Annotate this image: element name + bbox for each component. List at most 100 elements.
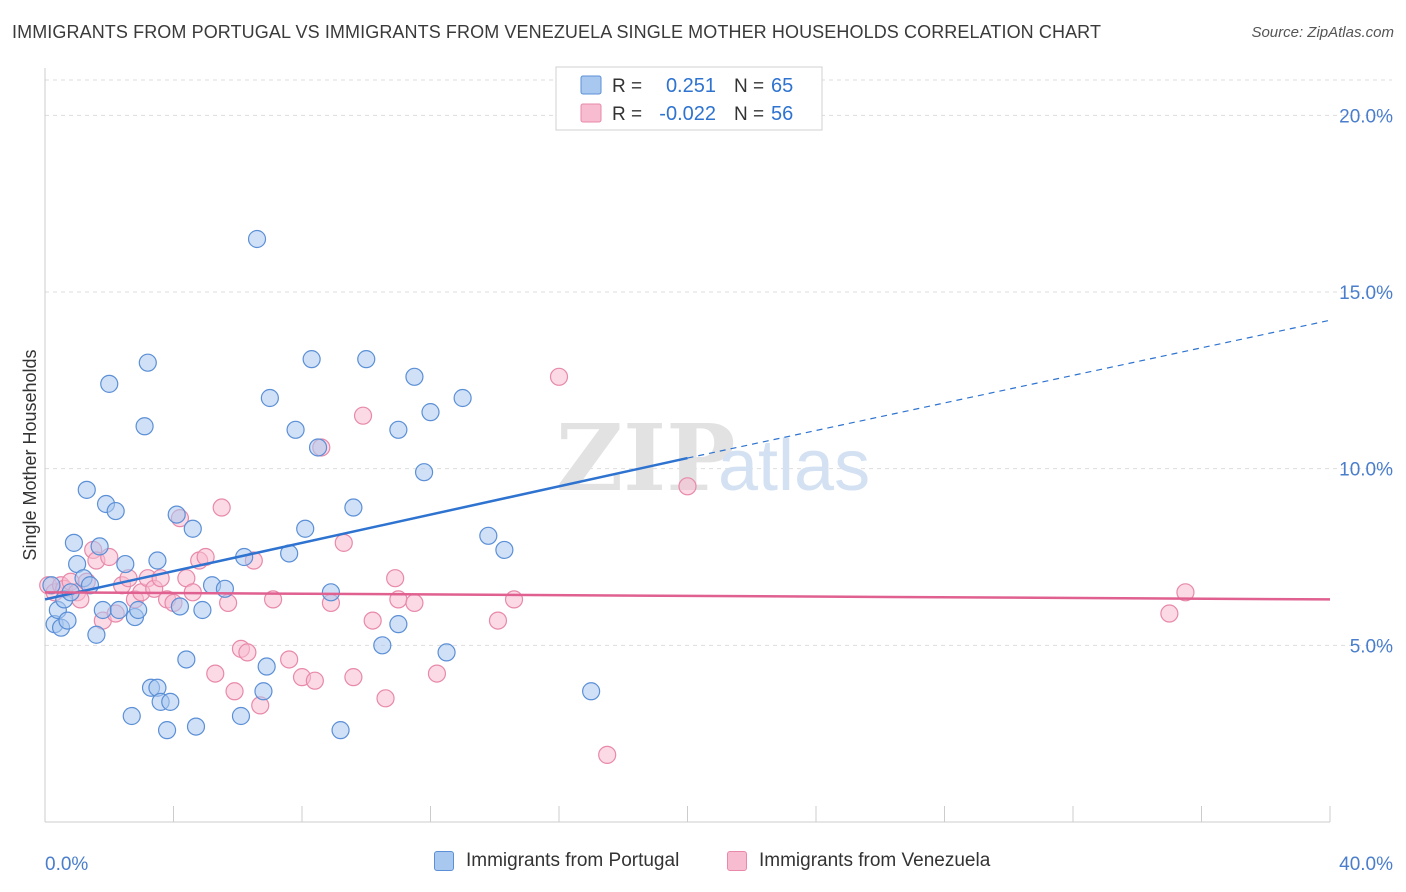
portugal-point — [373, 636, 392, 655]
portugal-point — [170, 597, 190, 616]
venezuela-point — [376, 689, 395, 708]
portugal-point — [260, 388, 279, 408]
venezuela-point — [212, 498, 231, 517]
venezuela-point — [427, 664, 447, 683]
portugal-point — [122, 706, 141, 726]
y-tick-label: 10.0% — [1339, 460, 1393, 481]
portugal-point — [302, 350, 321, 369]
portugal-trend-extension — [687, 319, 1331, 459]
venezuela-point — [405, 593, 424, 613]
venezuela-point — [504, 590, 524, 609]
venezuela-point — [280, 650, 299, 669]
portugal-point — [344, 498, 363, 517]
legend-r-value: 0.251 — [666, 75, 716, 97]
portugal-point — [296, 519, 315, 538]
portugal-point — [138, 353, 157, 372]
portugal-point — [414, 463, 434, 482]
watermark: ZIP atlas — [556, 404, 870, 512]
correlation-legend: R = 0.251 N = 65 R = -0.022 N = 56 — [555, 66, 823, 131]
venezuela-point — [1176, 583, 1195, 602]
portugal-point — [93, 600, 112, 620]
portugal-point — [286, 420, 305, 439]
portugal-point — [129, 600, 148, 620]
portugal-point — [308, 438, 328, 457]
portugal-point — [186, 717, 206, 736]
venezuela-point — [598, 745, 617, 764]
legend-label-portugal: Immigrants from Portugal — [466, 850, 680, 871]
portugal-point — [116, 554, 135, 574]
venezuela-point — [386, 569, 405, 588]
portugal-point — [582, 682, 601, 701]
venezuela-point — [263, 590, 283, 609]
venezuela-point — [1160, 604, 1179, 623]
venezuela-point — [225, 682, 244, 701]
portugal-point — [321, 583, 341, 602]
portugal-point — [389, 420, 408, 439]
venezuela-point — [238, 643, 257, 662]
portugal-points — [42, 229, 601, 740]
source-label: Source: ZipAtlas.com — [1251, 24, 1394, 41]
y-tick-label: 20.0% — [1339, 106, 1393, 127]
portugal-trend-line — [44, 456, 688, 601]
legend-item-venezuela[interactable]: Immigrants from Venezuela — [727, 850, 990, 872]
portugal-point — [161, 692, 180, 711]
portugal-point — [157, 721, 177, 740]
x-tick-label: 0.0% — [45, 854, 88, 875]
venezuela-point — [196, 547, 215, 567]
portugal-point — [405, 367, 424, 386]
portugal-point — [479, 526, 498, 545]
portugal-point — [183, 519, 202, 538]
portugal-point — [77, 480, 96, 499]
portugal-point — [64, 533, 84, 552]
legend-r-value: -0.022 — [659, 103, 716, 125]
y-tick-labels: 5.0% 10.0% 15.0% 20.0% — [1339, 106, 1393, 657]
x-tick-labels: 0.0% 40.0% — [45, 854, 1393, 875]
legend-r-label: R = — [612, 104, 642, 125]
portugal-point — [135, 417, 154, 436]
portugal-point — [247, 229, 267, 249]
venezuela-point — [344, 668, 363, 687]
y-tick-label: 5.0% — [1350, 636, 1393, 657]
portugal-point — [215, 579, 234, 598]
portugal-point — [331, 721, 350, 740]
legend-item-portugal[interactable]: Immigrants from Portugal — [434, 850, 679, 872]
venezuela-trend-line — [44, 591, 1331, 601]
watermark-atlas: atlas — [718, 426, 870, 506]
portugal-point — [87, 625, 106, 644]
portugal-point — [231, 706, 251, 726]
venezuela-point — [305, 671, 324, 690]
venezuela-point — [334, 533, 353, 552]
portugal-point — [453, 388, 472, 408]
legend-swatch-pink — [580, 103, 602, 123]
venezuela-point — [206, 664, 225, 683]
y-tick-label: 15.0% — [1339, 283, 1393, 304]
venezuela-point — [353, 406, 373, 425]
chart-title: IMMIGRANTS FROM PORTUGAL VS IMMIGRANTS F… — [12, 22, 1102, 42]
portugal-point — [357, 350, 376, 369]
legend-label-venezuela: Immigrants from Venezuela — [759, 850, 991, 871]
watermark-zip: ZIP — [556, 404, 735, 512]
venezuela-point — [678, 477, 697, 496]
portugal-point — [148, 551, 167, 570]
legend-n-label: N = — [734, 104, 764, 125]
portugal-point — [42, 576, 61, 595]
portugal-point — [100, 374, 119, 393]
y-axis-label: Single Mother Households — [20, 349, 40, 560]
x-tick-label: 40.0% — [1339, 854, 1393, 875]
legend-n-value: 56 — [771, 103, 793, 125]
portugal-point — [257, 657, 276, 676]
portugal-point — [254, 682, 273, 701]
portugal-point — [90, 537, 109, 556]
portugal-point — [106, 501, 125, 521]
legend-r-label: R = — [612, 76, 642, 97]
legend-n-value: 65 — [771, 75, 793, 97]
portugal-point — [167, 505, 186, 524]
portugal-point — [193, 600, 212, 620]
venezuela-point — [488, 611, 508, 630]
portugal-point — [109, 600, 128, 620]
portugal-point — [421, 403, 440, 422]
legend-swatch-portugal — [434, 851, 454, 871]
venezuela-point — [363, 611, 382, 630]
venezuela-point — [549, 367, 569, 386]
legend-n-label: N = — [734, 76, 764, 97]
